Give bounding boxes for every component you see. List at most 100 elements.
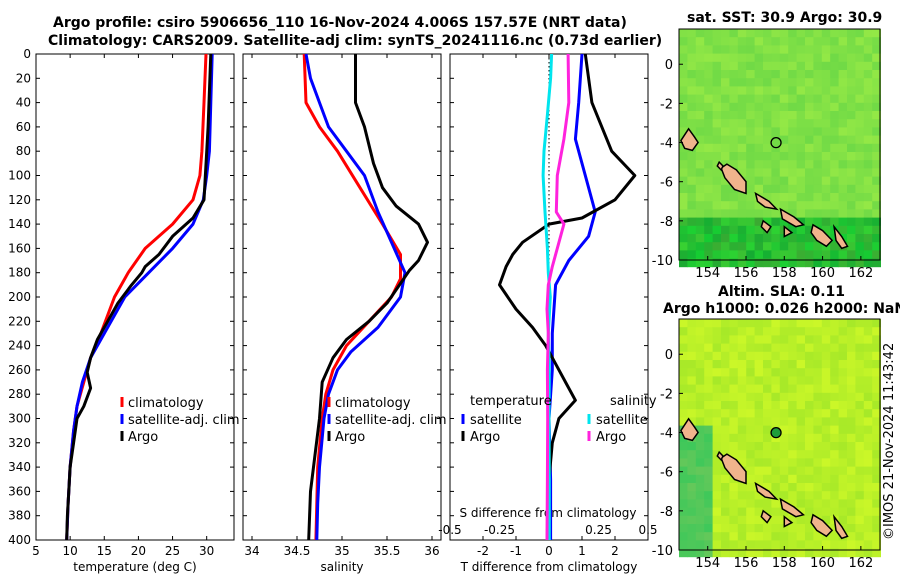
sla_map-cell bbox=[729, 319, 739, 328]
sla_map-cell bbox=[695, 474, 705, 484]
sst_map-cell bbox=[838, 168, 848, 177]
sla_map-cell bbox=[872, 425, 881, 435]
sla_map-cell bbox=[813, 474, 823, 484]
sla_map-cell bbox=[855, 392, 865, 402]
sla_map-cell bbox=[763, 327, 772, 336]
sla_map-cell bbox=[763, 433, 772, 443]
sla_map-cell bbox=[763, 343, 772, 353]
sla_map-cell bbox=[754, 507, 764, 517]
sst_map-cell bbox=[721, 78, 730, 87]
sla_map-cell bbox=[855, 442, 865, 451]
sla_map-cell bbox=[847, 376, 856, 385]
sla_map-cell bbox=[779, 327, 789, 336]
sst_map-cell bbox=[712, 258, 722, 268]
sst_map-cell bbox=[721, 193, 730, 202]
sla_map-cell bbox=[721, 524, 730, 533]
sst_map-cell bbox=[729, 111, 739, 120]
sst_map-cell bbox=[821, 86, 831, 95]
sla_map-cell bbox=[779, 540, 789, 549]
sla_map-cell bbox=[813, 376, 823, 385]
sla_map-cell bbox=[855, 524, 865, 533]
sst_map-cell bbox=[805, 250, 814, 259]
sst_map-cell bbox=[721, 234, 730, 243]
sst_map-cell bbox=[754, 225, 764, 235]
sst_map-cell bbox=[695, 53, 705, 63]
temperature-ytick-label: 300 bbox=[8, 412, 31, 426]
sst_map-cell bbox=[729, 29, 739, 38]
sla_map-cell bbox=[737, 450, 747, 459]
sst_map-cell bbox=[830, 242, 839, 251]
sst_map-cell bbox=[796, 37, 806, 46]
sst_map-cell bbox=[847, 209, 856, 218]
sst_map-cell bbox=[746, 193, 755, 202]
sla_map-cell bbox=[687, 392, 697, 402]
sla_map-cell bbox=[737, 499, 747, 508]
sla_map-cell bbox=[754, 474, 764, 484]
sla_map-cell bbox=[737, 442, 747, 451]
sst_map-cell bbox=[805, 209, 814, 218]
sla_map-cell bbox=[746, 409, 755, 418]
sst_map-cell bbox=[872, 250, 881, 259]
sst_map-cell bbox=[821, 119, 831, 128]
sst_map-cell bbox=[855, 193, 865, 202]
sla_map-cell bbox=[695, 392, 705, 402]
sst_map-cell bbox=[779, 29, 789, 38]
sst_map-cell bbox=[771, 61, 781, 71]
sla_map-cell bbox=[813, 425, 823, 435]
sla_map-cell bbox=[821, 351, 831, 361]
sla_map-cell bbox=[754, 409, 764, 418]
sla_map-cell bbox=[821, 507, 831, 517]
sla_map-cell bbox=[872, 548, 881, 558]
sst_map-xtick-label: 158 bbox=[772, 266, 797, 281]
sla_map-cell bbox=[863, 442, 873, 451]
sla_map-cell bbox=[704, 327, 713, 336]
sla_map-cell bbox=[746, 458, 755, 467]
sst_map-cell bbox=[687, 160, 697, 169]
sst_map-cell bbox=[754, 135, 764, 145]
sla_map-cell bbox=[712, 409, 722, 418]
sla_map-cell bbox=[687, 466, 697, 476]
sst_map-cell bbox=[863, 111, 873, 120]
sla_map-cell bbox=[695, 540, 705, 549]
sst_map-cell bbox=[771, 184, 781, 194]
sst_map-cell bbox=[847, 119, 856, 128]
sla_map-cell bbox=[788, 450, 797, 459]
sst_map-cell bbox=[679, 160, 688, 169]
sla_map-island bbox=[832, 514, 849, 540]
sst_map-cell bbox=[796, 70, 806, 79]
sst_map-cell bbox=[763, 250, 772, 259]
sla_map-cell bbox=[729, 442, 739, 451]
sst_map-cell bbox=[805, 78, 814, 87]
sst_map-cell bbox=[813, 78, 823, 87]
sla_map-cell bbox=[796, 540, 806, 549]
sst_map-cell bbox=[746, 135, 755, 145]
sst_map-cell bbox=[695, 102, 705, 112]
sla_map-cell bbox=[863, 491, 873, 500]
sla_map-cell bbox=[771, 442, 781, 451]
sst_map-cell bbox=[830, 143, 839, 153]
sst_map-cell bbox=[872, 78, 881, 87]
sst_map-cell bbox=[763, 160, 772, 169]
sla_map-cell bbox=[838, 376, 848, 385]
sla_map-cell bbox=[712, 368, 722, 377]
sst_map-cell bbox=[729, 45, 739, 54]
sla_map-cell bbox=[788, 409, 797, 418]
sst_map-cell bbox=[813, 184, 823, 194]
sla_map-cell bbox=[721, 483, 730, 492]
sla_map-cell bbox=[704, 540, 713, 549]
sla_map-cell bbox=[821, 392, 831, 402]
sst_map-cell bbox=[771, 111, 781, 120]
sla_map-cell bbox=[830, 507, 839, 517]
sst_map-cell bbox=[746, 184, 755, 194]
sla_map-cell bbox=[813, 409, 823, 418]
salinity-xtick-label: 35.5 bbox=[374, 544, 401, 558]
salinity-xlabel: salinity bbox=[320, 560, 363, 574]
sst_map-cell bbox=[838, 45, 848, 54]
sst_map-cell bbox=[754, 94, 764, 104]
sst_map-cell bbox=[779, 184, 789, 194]
sla_map-cell bbox=[872, 524, 881, 533]
sla_map-cell bbox=[704, 507, 713, 517]
sst_map-island bbox=[680, 127, 700, 152]
temperature-ytick-label: 400 bbox=[8, 533, 31, 547]
sst_map-cell bbox=[721, 143, 730, 153]
